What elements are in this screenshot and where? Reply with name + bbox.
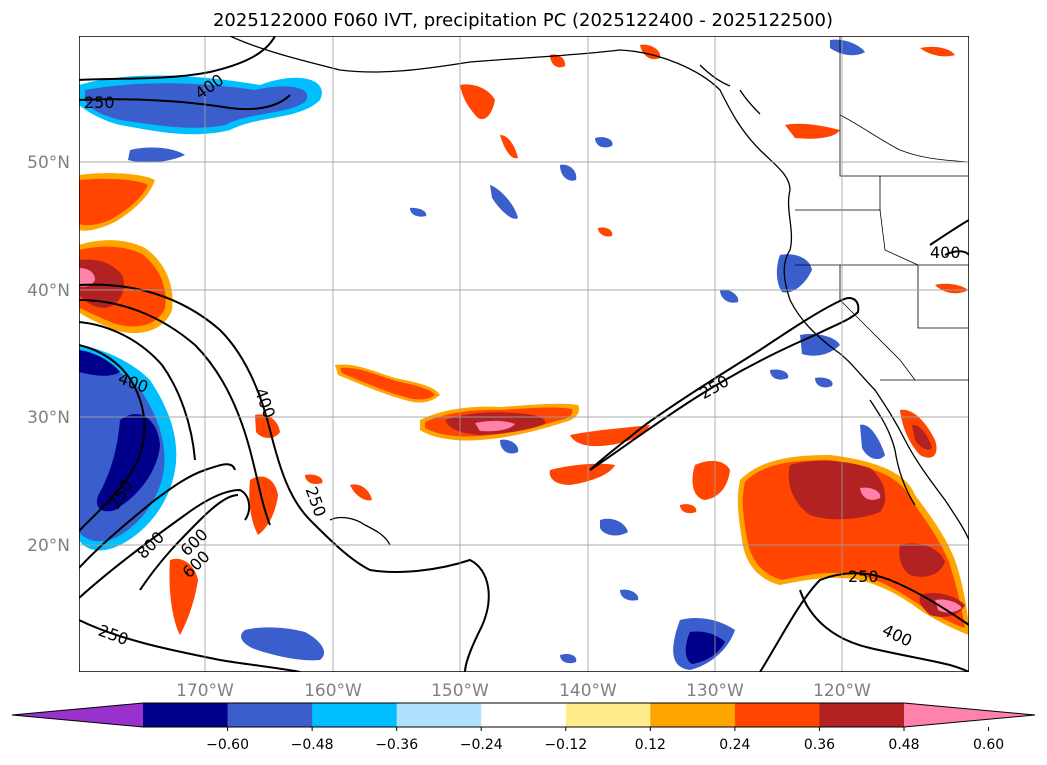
colorbar-swatch: [396, 703, 482, 727]
colorbar-tick-label: −0.48: [291, 737, 334, 753]
lon-label-140w: 140°W: [559, 681, 617, 701]
colorbar-ticks: −0.60 −0.48 −0.36 −0.24 −0.12 0.12 0.24 0.36 0.4…: [206, 727, 1004, 753]
contour-label: 250: [84, 93, 115, 112]
lon-label-120w: 120°W: [813, 681, 871, 701]
colorbar-tick-label: −0.24: [460, 737, 503, 753]
longitude-labels: 170°W 160°W 150°W 140°W 130°W 120°W: [176, 681, 871, 701]
negative-precip-regions: [79, 39, 885, 670]
lon-label-130w: 130°W: [686, 681, 744, 701]
colorbar-swatch: [143, 703, 229, 727]
coastlines: [229, 36, 969, 546]
colorbar-swatch: [312, 703, 398, 727]
contour-label: 250: [848, 567, 879, 586]
state-borders: [795, 36, 969, 381]
map-panel: 400 250 400 400 250 800 600 600 250 250 …: [79, 36, 969, 672]
gridlines: [79, 36, 969, 672]
colorbar-tick-label: −0.36: [375, 737, 418, 753]
colorbar-tick-label: 0.12: [635, 737, 666, 753]
colorbar: [11, 702, 1036, 728]
map-title: 2025122000 F060 IVT, precipitation PC (2…: [213, 10, 833, 31]
lat-label-40n: 40°N: [27, 281, 70, 301]
lat-label-30n: 30°N: [27, 408, 70, 428]
latitude-labels: 50°N 40°N 30°N 20°N: [27, 153, 70, 556]
colorbar-extend-low: [12, 703, 143, 727]
colorbar-tick-label: 0.48: [888, 737, 919, 753]
colorbar-tick-label: 0.24: [719, 737, 750, 753]
colorbar-outline: [11, 702, 1036, 728]
colorbar-swatch: [481, 703, 567, 727]
colorbar-tick-label: 0.36: [804, 737, 835, 753]
colorbar-tick-label: −0.60: [206, 737, 249, 753]
colorbar-tick-label: 0.60: [973, 737, 1004, 753]
lon-label-150w: 150°W: [431, 681, 489, 701]
contour-label: 400: [930, 243, 961, 262]
colorbar-extend-high: [904, 703, 1035, 727]
colorbar-swatch: [819, 703, 905, 727]
lat-label-50n: 50°N: [27, 153, 70, 173]
colorbar-swatch: [227, 703, 313, 727]
colorbar-tick-label: −0.12: [544, 737, 587, 753]
colorbar-swatch: [565, 703, 651, 727]
lon-label-170w: 170°W: [176, 681, 234, 701]
colorbar-swatch: [650, 703, 736, 727]
colorbar-swatch: [734, 703, 820, 727]
lon-label-160w: 160°W: [304, 681, 362, 701]
lat-label-20n: 20°N: [27, 536, 70, 556]
